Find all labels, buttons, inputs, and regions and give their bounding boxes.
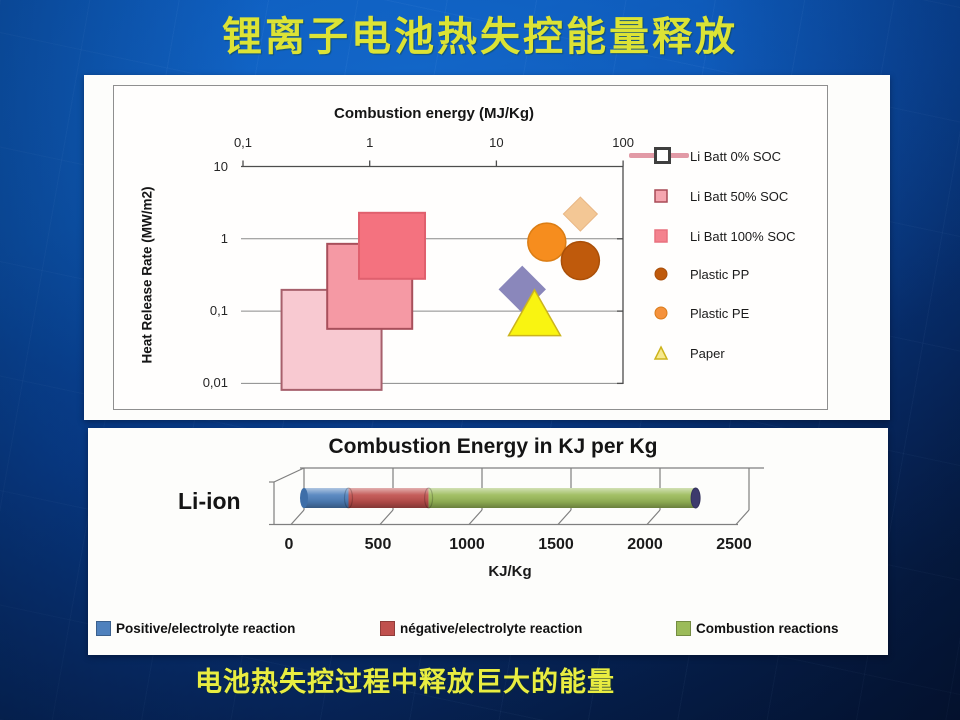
scatter-panel: Combustion energy (MJ/Kg) Heat Release R… bbox=[84, 75, 890, 420]
legend-marker-svg bbox=[654, 229, 668, 243]
bar-legend-label: négative/electrolyte reaction bbox=[400, 621, 583, 636]
legend-square-icon bbox=[652, 228, 678, 243]
bar-legend-swatch-icon bbox=[380, 621, 395, 636]
legend-item-li-batt-100pct-soc: Li Batt 100% SOC bbox=[652, 228, 808, 245]
scatter-point-li-batt-100pct-soc bbox=[358, 211, 427, 280]
legend-square-marker-li-batt-0pct-soc bbox=[654, 147, 671, 164]
legend-item-li-batt-0pct-soc: Li Batt 0% SOC bbox=[652, 148, 808, 165]
scatter-point-paper bbox=[507, 288, 562, 337]
legend-item-li-batt-50pct-soc: Li Batt 50% SOC bbox=[652, 188, 808, 205]
bar-x-axis-title: KJ/Kg bbox=[488, 563, 532, 580]
scatter-x-tick-label: 1 bbox=[366, 135, 374, 150]
frame-gridline-foot bbox=[735, 509, 750, 525]
scatter-point-plastic-pp bbox=[560, 240, 601, 281]
scatter-y-tick-label: 0,1 bbox=[209, 303, 228, 319]
bar-legend-label: Positive/electrolyte reaction bbox=[116, 621, 296, 636]
legend-circle-icon bbox=[652, 266, 678, 281]
bar-x-tick-label: 500 bbox=[364, 536, 392, 553]
scatter-point-unlabeled-tan-diamond bbox=[562, 196, 599, 232]
legend-label: Li Batt 50% SOC bbox=[690, 189, 789, 204]
bar-category-label: Li-ion bbox=[178, 488, 241, 514]
legend-marker-svg bbox=[653, 345, 669, 360]
cylinder-segment-joint bbox=[424, 487, 434, 509]
bar-x-tick-label: 2000 bbox=[627, 536, 663, 553]
bar-legend-item-positive-electrolyte-reaction: Positive/electrolyte reaction bbox=[96, 621, 295, 636]
legend-label: Li Batt 100% SOC bbox=[690, 229, 796, 244]
bar-x-tick-label: 0 bbox=[284, 536, 294, 553]
cylinder-shading bbox=[304, 488, 696, 508]
scatter-plot-svg bbox=[241, 160, 624, 391]
scatter-x-tick-label: 100 bbox=[612, 135, 634, 150]
scatter-y-tick-label: 1 bbox=[220, 230, 228, 246]
bar-plot-svg bbox=[269, 467, 764, 526]
bar-legend-item-combustion-reactions: Combustion reactions bbox=[676, 621, 839, 636]
scatter-x-tick-label: 0,1 bbox=[233, 135, 253, 150]
bar-chart-panel: Combustion Energy in KJ per Kg Li-ion KJ… bbox=[88, 428, 888, 655]
bar-chart-title: Combustion Energy in KJ per Kg bbox=[328, 435, 658, 458]
legend-item-paper: Paper bbox=[652, 345, 808, 362]
cylinder-right-cap bbox=[690, 487, 701, 509]
cylinder-segment-joint bbox=[343, 487, 354, 509]
bar-x-tick-label: 2500 bbox=[716, 536, 752, 553]
cylinder-left-cap bbox=[300, 488, 308, 508]
frame-gridline-foot bbox=[468, 509, 483, 525]
legend-label: Paper bbox=[690, 346, 725, 361]
bar-legend-label: Combustion reactions bbox=[696, 621, 839, 636]
legend-triangle-icon bbox=[652, 345, 678, 360]
frame-gridline-foot bbox=[379, 509, 394, 525]
legend-item-plastic-pp: Plastic PP bbox=[652, 266, 808, 283]
legend-marker-svg bbox=[654, 189, 668, 203]
scatter-y-tick-label: 10 bbox=[213, 158, 228, 174]
bar-legend-swatch-icon bbox=[676, 621, 691, 636]
legend-circle-icon bbox=[652, 305, 678, 320]
frame-gridline-foot bbox=[290, 509, 305, 525]
scatter-chart: Combustion energy (MJ/Kg) Heat Release R… bbox=[113, 85, 828, 410]
scatter-y-tick-label: 0,01 bbox=[202, 375, 228, 391]
scatter-x-tick-label: 10 bbox=[489, 135, 504, 150]
legend-label: Plastic PE bbox=[690, 306, 750, 321]
legend-square-icon bbox=[652, 188, 678, 203]
scatter-chart-title: Combustion energy (MJ/Kg) bbox=[333, 105, 534, 122]
legend-item-plastic-pe: Plastic PE bbox=[652, 305, 808, 322]
frame-gridline-foot bbox=[646, 509, 661, 525]
bar-x-tick-label: 1000 bbox=[449, 536, 485, 553]
frame-gridline-foot bbox=[557, 509, 572, 525]
legend-label: Plastic PP bbox=[690, 267, 750, 282]
legend-marker-svg bbox=[654, 306, 668, 320]
scatter-point-plastic-pe bbox=[527, 222, 567, 262]
legend-marker-svg bbox=[654, 267, 668, 281]
legend-line-square-icon bbox=[652, 148, 678, 162]
frame-left-wall-top bbox=[273, 467, 305, 483]
legend-label: Li Batt 0% SOC bbox=[690, 149, 782, 164]
bar-legend-item-n-gative-electrolyte-reaction: négative/electrolyte reaction bbox=[380, 621, 582, 636]
bar-legend-swatch-icon bbox=[96, 621, 111, 636]
slide-title: 锂离子电池热失控能量释放 bbox=[222, 15, 738, 59]
slide-caption: 电池热失控过程中释放巨大的能量 bbox=[195, 667, 615, 697]
bar-x-tick-label: 1500 bbox=[538, 536, 574, 553]
